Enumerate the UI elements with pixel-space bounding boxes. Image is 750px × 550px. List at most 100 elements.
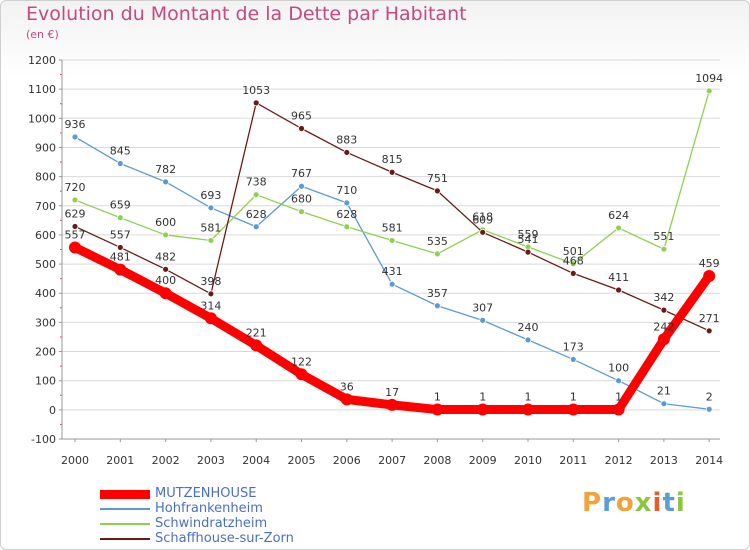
series-schaffhouse-sur-zorn [71, 99, 713, 335]
data-point [388, 168, 396, 176]
data-point [343, 199, 351, 207]
data-label: 122 [291, 355, 312, 368]
data-point [386, 398, 399, 411]
x-tick-label: 2011 [559, 454, 587, 467]
x-tick-label: 2012 [605, 454, 633, 467]
x-tick-label: 2003 [197, 454, 225, 467]
data-point [207, 290, 215, 298]
data-point [159, 287, 172, 300]
data-point [298, 182, 305, 190]
data-label: 1 [615, 391, 622, 404]
data-label: 2 [706, 390, 713, 403]
data-label: 659 [110, 199, 131, 212]
x-tick-label: 2007 [378, 454, 406, 467]
data-point [431, 403, 444, 416]
data-point [479, 316, 487, 324]
data-label: 468 [563, 254, 584, 267]
chart-unit: (en €) [26, 28, 59, 41]
data-label: 501 [563, 245, 584, 258]
x-tick-label: 2004 [242, 454, 270, 467]
x-tick-label: 2000 [61, 454, 89, 467]
y-tick-label: 900 [35, 141, 56, 154]
data-label: 581 [382, 221, 403, 234]
legend-swatch [100, 538, 150, 540]
data-label: 965 [291, 110, 312, 123]
data-label: 173 [563, 340, 584, 353]
data-label: 221 [246, 326, 267, 339]
chart-title: Evolution du Montant de la Dette par Hab… [26, 3, 467, 25]
data-label: 36 [340, 380, 354, 393]
data-label: 845 [110, 144, 131, 157]
data-label: 720 [65, 181, 86, 194]
series-mutzenhouse [69, 241, 716, 416]
data-label: 100 [608, 362, 629, 375]
data-point [660, 400, 668, 408]
x-tick-label: 2006 [333, 454, 361, 467]
data-point [116, 244, 124, 251]
y-tick-label: 200 [35, 346, 56, 359]
data-label: 541 [518, 233, 539, 246]
x-tick-label: 2008 [423, 454, 451, 467]
data-point [569, 260, 577, 268]
data-label: 618 [472, 211, 493, 224]
data-label: 1 [434, 391, 441, 404]
y-tick-label: 1200 [28, 54, 56, 67]
data-label: 314 [200, 299, 221, 312]
x-tick-label: 2010 [514, 454, 542, 467]
data-point [388, 280, 396, 288]
x-tick-label: 2009 [469, 454, 497, 467]
data-point [522, 403, 534, 416]
data-label: 411 [608, 271, 629, 284]
x-tick-label: 2013 [650, 454, 678, 467]
legend-label: Schwindratzheim [155, 516, 268, 531]
data-point [657, 333, 670, 346]
y-tick-label: 400 [35, 287, 56, 300]
data-point [433, 302, 441, 310]
data-point [114, 263, 127, 276]
legend-swatch [100, 489, 150, 499]
series-lines [69, 87, 716, 416]
data-label: 17 [385, 386, 399, 399]
data-label: 342 [653, 291, 674, 304]
data-point [162, 265, 170, 273]
data-label: 936 [65, 118, 86, 131]
data-label: 782 [155, 163, 176, 176]
legend-label: Hohfrankenheim [155, 501, 263, 516]
data-point [660, 306, 668, 314]
data-point [612, 403, 625, 416]
x-tick-label: 2005 [288, 454, 316, 467]
data-point [524, 248, 532, 256]
line-chart: -100010020030040050060070080090010001100… [28, 54, 723, 467]
data-label: 481 [110, 251, 131, 264]
data-label: 240 [518, 321, 539, 334]
data-label: 628 [336, 208, 357, 221]
data-point [162, 231, 170, 239]
data-label: 482 [155, 250, 176, 263]
data-label: 1 [479, 391, 486, 404]
data-point [705, 405, 713, 413]
data-point [69, 241, 81, 254]
axes: -100010020030040050060070080090010001100… [28, 54, 723, 467]
x-tick-label: 2001 [106, 454, 134, 467]
data-label: 815 [382, 153, 403, 166]
data-label: 459 [699, 257, 720, 270]
data-point [162, 178, 170, 186]
y-tick-label: 0 [49, 404, 56, 417]
y-tick-label: -100 [31, 433, 56, 446]
logo-letter: x [634, 488, 653, 518]
data-label: 600 [155, 216, 176, 229]
data-point [71, 196, 79, 204]
data-point [116, 160, 124, 167]
logo-letter: t [662, 488, 676, 518]
data-label: 242 [653, 320, 674, 333]
data-label: 1 [525, 391, 532, 404]
data-point [340, 393, 353, 406]
data-label: 431 [382, 265, 403, 278]
data-label: 628 [246, 208, 267, 221]
data-point [479, 228, 487, 236]
legend-swatch [100, 523, 150, 525]
data-point [524, 336, 532, 344]
data-label: 629 [65, 207, 86, 220]
data-point [705, 327, 713, 335]
data-point [569, 356, 577, 363]
